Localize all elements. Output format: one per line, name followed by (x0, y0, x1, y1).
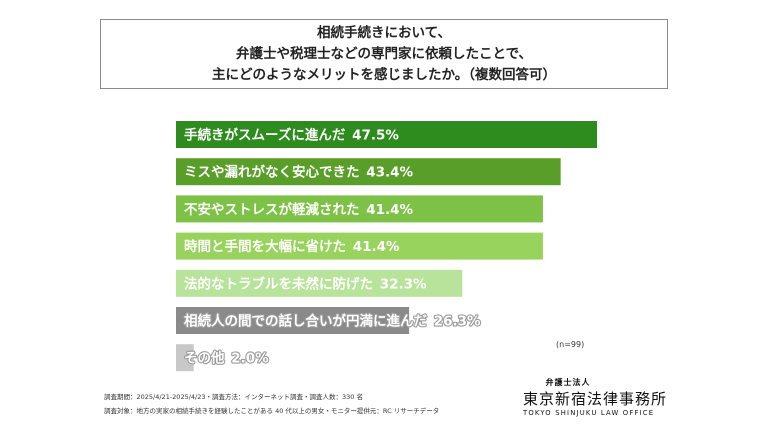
category-label-4: 時間と手間を大幅に省けた (184, 238, 346, 255)
title-line-2: 弁護士や税理士などの専門家に依頼したことで、 (235, 45, 533, 62)
logo-english-text: TOKYO SHINJUKU LAW OFFICE (523, 409, 655, 417)
bar-label-7: その他 2.0% (184, 350, 269, 367)
title-line-3: 主にどのようなメリットを感じましたか。（複数回答可） (212, 66, 556, 83)
category-label-5: 法的なトラブルを未然に防げた (184, 275, 373, 292)
value-label-2: 43.4% (360, 165, 414, 181)
bar-3 (176, 195, 543, 223)
bar-label-5: 法的なトラブルを未然に防げた 32.3% (184, 275, 427, 292)
category-label-1: 手続きがスムーズに進んだ (184, 127, 346, 144)
bar-4 (176, 232, 543, 260)
value-label-1: 47.5% (345, 128, 399, 144)
title-box: 相続手続きにおいて、 弁護士や税理士などの専門家に依頼したことで、 主にどのよう… (100, 19, 668, 89)
sample-size: (n=99) (556, 340, 585, 349)
category-label-6: 相続人の間での話し合いが円満に進んだ (184, 313, 427, 330)
survey-target-note: 調査対象：地方の実家の相続手続きを経験したことがある 40 代以上の男女・モニタ… (104, 407, 440, 415)
value-label-5: 32.3% (373, 276, 427, 292)
survey-period-note: 調査期間：2025/4/21-2025/4/23・調査方法：インターネット調査・… (104, 393, 363, 401)
bar-label-2: ミスや漏れがなく安心できた 43.4% (184, 164, 414, 181)
category-label-2: ミスや漏れがなく安心できた (184, 164, 360, 181)
value-label-4: 41.4% (346, 239, 400, 255)
bar-label-4: 時間と手間を大幅に省けた 41.4% (184, 238, 400, 255)
value-label-6: 26.3% (427, 314, 481, 330)
category-label-3: 不安やストレスが軽減された (184, 201, 360, 218)
bar-1 (176, 121, 597, 148)
bar-label-1: 手続きがスムーズに進んだ 47.5% (184, 127, 399, 144)
logo-main-text: 東京新宿法律事務所 (523, 390, 668, 408)
value-label-7: 2.0% (225, 351, 270, 367)
value-label-3: 41.4% (360, 202, 414, 218)
category-label-7: その他 (184, 350, 225, 367)
bar-2 (176, 158, 561, 186)
law-office-logo: 弁護士法人 東京新宿法律事務所 TOKYO SHINJUKU LAW OFFIC… (523, 377, 673, 417)
bar-6 (176, 307, 410, 334)
bar-5 (176, 269, 463, 297)
title-line-1: 相続手続きにおいて、 (317, 24, 451, 41)
logo-sub-text: 弁護士法人 (545, 378, 591, 387)
bar-label-3: 不安やストレスが軽減された 41.4% (184, 201, 414, 218)
bar-7 (176, 344, 194, 372)
bar-label-6: 相続人の間での話し合いが円満に進んだ 26.3% (184, 313, 481, 330)
